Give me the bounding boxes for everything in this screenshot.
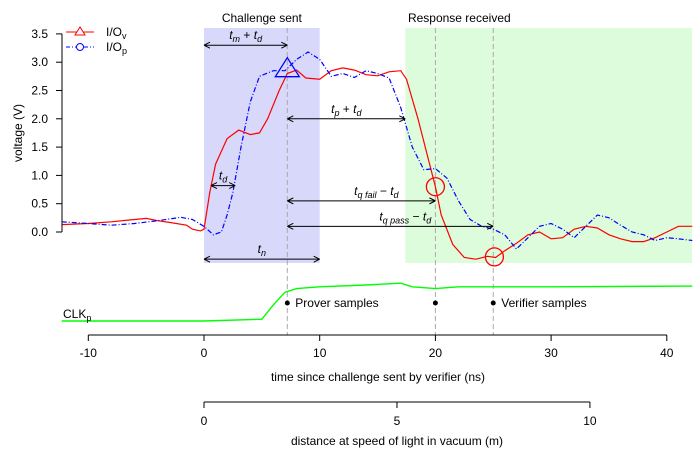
series-line-I/Ov	[61, 67, 693, 260]
timing-label-0: tm + td	[229, 28, 263, 44]
timing-arrow-0	[203, 41, 288, 49]
circle-marker-1	[425, 177, 446, 197]
legend: I/OvI/Op	[66, 25, 127, 56]
timing-label-1: tp + td	[331, 102, 362, 118]
sample-label-0: Prover samples	[295, 296, 378, 310]
timing-label-3: tq fail − td	[354, 184, 399, 200]
y-tick-label: 1.5	[31, 140, 48, 154]
y-axis-label: voltage (V)	[11, 104, 25, 162]
y-tick-label: 3.0	[31, 55, 48, 69]
timing-label-5: tn	[258, 242, 266, 258]
legend-label-0: I/Ov	[106, 25, 127, 41]
x-tick-label: 10	[313, 346, 327, 360]
clk-label: CLKp	[63, 307, 91, 323]
y-tick-label: 2.5	[31, 84, 48, 98]
sample-time-lines: Prover samples Verifier samples	[284, 28, 587, 335]
x-tick-label: 20	[429, 346, 443, 360]
clk-line	[61, 282, 693, 322]
x-tick-label: 40	[660, 346, 674, 360]
y-tick-label: 0.5	[31, 197, 48, 211]
legend-label-1: I/Op	[106, 40, 127, 56]
circle-marker-2	[484, 247, 505, 267]
region-label-1: Response received	[408, 11, 511, 25]
timing-label-4: tq pass − td	[379, 209, 432, 225]
legend-triangle-icon	[74, 26, 86, 36]
highlight-markers	[274, 56, 505, 267]
x-tick-label: 30	[544, 346, 558, 360]
series-line-I/Op	[61, 51, 693, 250]
timing-arrow-4	[287, 222, 494, 230]
region-0	[204, 28, 320, 263]
sample-dot-2	[490, 300, 496, 306]
timing-arrow-3	[287, 197, 436, 205]
x-axis-label: time since challenge sent by verifier (n…	[271, 370, 485, 384]
secondary-axis-label: distance at speed of light in vacuum (m)	[291, 434, 503, 448]
y-tick-label: 2.0	[31, 112, 48, 126]
region-1	[405, 28, 692, 263]
y-tick-label: 0.0	[31, 225, 48, 239]
timing-arrows: tm + td tp + td td tq fail − td tq pass − td…	[203, 28, 494, 263]
sample-label-2: Verifier samples	[501, 296, 586, 310]
x-tick-label: -10	[80, 346, 98, 360]
sample-dot-0	[284, 300, 290, 306]
timing-arrow-1	[287, 115, 406, 123]
y-tick-label: 3.5	[31, 27, 48, 41]
x-tick-label: 0	[201, 346, 208, 360]
sample-dot-1	[432, 300, 438, 306]
timing-label-2: td	[219, 169, 228, 185]
secondary-tick-label: 5	[394, 414, 401, 428]
triangle-marker	[274, 56, 301, 78]
timing-arrow-5	[203, 255, 320, 263]
timing-arrow-2	[210, 182, 236, 190]
secondary-tick-label: 10	[583, 414, 597, 428]
y-tick-label: 1.0	[31, 168, 48, 182]
series-lines: CLKp	[61, 51, 693, 323]
shaded-regions: Challenge sent Response received	[204, 11, 692, 263]
region-label-0: Challenge sent	[222, 11, 303, 25]
secondary-tick-label: 0	[201, 414, 208, 428]
axes: 0.0 0.5 1.0 1.5 2.0 2.5 3.0 3.5 -10 0 10 20 30 40 0 5 10	[31, 27, 673, 428]
legend-circle-icon	[76, 43, 84, 51]
